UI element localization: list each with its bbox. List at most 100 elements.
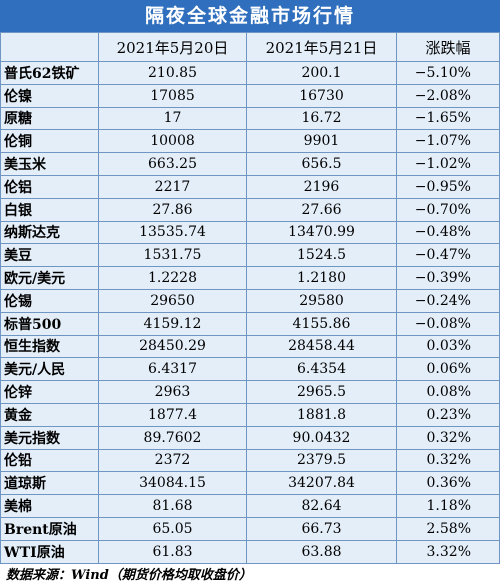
table-cell: 34207.84 <box>246 472 396 495</box>
table-cell: 伦镍 <box>4 88 32 105</box>
table-cell: −0.70% <box>396 198 499 221</box>
table-cell: 1.2180 <box>246 267 396 289</box>
table-cell: 1.18% <box>396 495 499 517</box>
table-cell: 0.06% <box>396 358 499 381</box>
data-row: Brent原油 65.05 66.73 2.58% <box>1 516 499 540</box>
column-header: 涨跌幅 <box>396 33 499 61</box>
table-cell: 656.5 <box>246 153 396 175</box>
table-cell: 道琼斯 <box>4 476 46 493</box>
table-cell: 原糖 <box>4 111 32 128</box>
table: 2021年5月20日 2021年5月21日 涨跌幅 普氏62铁矿 210.85 200.1… <box>0 32 500 564</box>
table-cell: 伦锌 <box>4 385 32 402</box>
table-cell: WTI原油 <box>4 544 65 561</box>
table-cell: −1.65% <box>396 107 499 130</box>
table-cell: 29580 <box>246 289 396 312</box>
table-cell: 6.4317 <box>98 358 246 381</box>
table-cell: 34084.15 <box>98 472 246 495</box>
column-header: 2021年5月20日 <box>98 33 246 61</box>
table-cell: 黄金 <box>4 407 32 424</box>
table-cell: 美元/人民 <box>4 362 66 379</box>
column-header <box>1 33 98 61</box>
table-cell: 1881.8 <box>246 403 396 426</box>
data-row: 伦铜 10008 9901 −1.07% <box>1 129 499 153</box>
table-cell: −0.95% <box>396 175 499 198</box>
table-cell: 27.86 <box>98 198 246 221</box>
data-row: 美豆 1531.75 1524.5 −0.47% <box>1 243 499 267</box>
table-cell: 66.73 <box>246 517 396 540</box>
table-cell: 恒生指数 <box>4 339 60 356</box>
table-cell: 0.32% <box>396 449 499 472</box>
table-cell: 27.66 <box>246 198 396 221</box>
table-cell: 伦铝 <box>4 179 32 196</box>
header-row: 2021年5月20日 2021年5月21日 涨跌幅 <box>1 33 499 61</box>
table-cell: 3.32% <box>396 540 499 563</box>
data-row: 伦铝 2217 2196 −0.95% <box>1 174 499 198</box>
table-cell: −0.24% <box>396 289 499 312</box>
table-cell: 200.1 <box>246 62 396 84</box>
table-cell: 16.72 <box>246 107 396 130</box>
data-row: 伦镍 17085 16730 −2.08% <box>1 83 499 107</box>
table-cell: 63.88 <box>246 540 396 563</box>
data-row: 欧元/美元 1.2228 1.2180 −0.39% <box>1 266 499 289</box>
table-cell: 2963 <box>98 381 246 403</box>
table-cell: 89.7602 <box>98 426 246 449</box>
table-cell: 美玉米 <box>4 157 46 174</box>
table-cell: −1.07% <box>396 130 499 153</box>
table-cell: 2965.5 <box>246 381 396 403</box>
table-cell: 2379.5 <box>246 449 396 472</box>
table-cell: 4159.12 <box>98 312 246 335</box>
data-row: 伦锡 29650 29580 −0.24% <box>1 288 499 312</box>
table-cell: −5.10% <box>396 62 499 84</box>
data-row: 白银 27.86 27.66 −0.70% <box>1 197 499 221</box>
table-cell: 17085 <box>98 84 246 107</box>
data-row: 美元指数 89.7602 90.0432 0.32% <box>1 425 499 449</box>
table-cell: 0.23% <box>396 403 499 426</box>
table-cell: 0.36% <box>396 472 499 495</box>
table-cell: 0.03% <box>396 335 499 358</box>
table-cell: 2372 <box>98 449 246 472</box>
table-cell: 13470.99 <box>246 221 396 244</box>
table-cell: 美元指数 <box>4 430 60 447</box>
table-cell: Brent原油 <box>4 521 77 538</box>
data-row: 美棉 81.68 82.64 1.18% <box>1 494 499 517</box>
data-row: 道琼斯 34084.15 34207.84 0.36% <box>1 471 499 495</box>
table-cell: 美豆 <box>4 248 32 265</box>
table-cell: 伦铅 <box>4 453 32 470</box>
data-row: 美玉米 663.25 656.5 −1.02% <box>1 152 499 175</box>
table-cell: 1.2228 <box>98 267 246 289</box>
data-row: 纳斯达克 13535.74 13470.99 −0.48% <box>1 220 499 244</box>
table-cell: 普氏62铁矿 <box>4 65 80 82</box>
data-row: WTI原油 61.83 63.88 3.32% <box>1 539 499 563</box>
table-cell: 2217 <box>98 175 246 198</box>
data-row: 原糖 17 16.72 −1.65% <box>1 106 499 130</box>
table-cell: 伦铜 <box>4 134 32 151</box>
title: 隔夜全球金融市场行情 <box>0 0 500 32</box>
table-cell: −2.08% <box>396 84 499 107</box>
table-cell: 663.25 <box>98 153 246 175</box>
table-cell: 标普500 <box>4 316 62 333</box>
data-row: 伦铅 2372 2379.5 0.32% <box>1 448 499 472</box>
source-note: 数据来源：Wind（期货价格均取收盘价） <box>6 568 252 583</box>
table-cell: 0.32% <box>396 426 499 449</box>
table-cell: 17 <box>98 107 246 130</box>
table-cell: 1524.5 <box>246 244 396 267</box>
table-cell: 9901 <box>246 130 396 153</box>
table-cell: 0.08% <box>396 381 499 403</box>
table-cell: 61.83 <box>98 540 246 563</box>
table-cell: 6.4354 <box>246 358 396 381</box>
table-cell: 13535.74 <box>98 221 246 244</box>
table-cell: 欧元/美元 <box>4 271 66 288</box>
data-row: 美元/人民 6.4317 6.4354 0.06% <box>1 357 499 381</box>
table-cell: 1877.4 <box>98 403 246 426</box>
table-cell: −0.48% <box>396 221 499 244</box>
table-cell: −0.08% <box>396 312 499 335</box>
data-row: 标普500 4159.12 4155.86 −0.08% <box>1 311 499 335</box>
data-row: 黄金 1877.4 1881.8 0.23% <box>1 402 499 426</box>
table-cell: 16730 <box>246 84 396 107</box>
table-cell: −1.02% <box>396 153 499 175</box>
data-row: 恒生指数 28450.29 28458.44 0.03% <box>1 334 499 358</box>
table-cell: 4155.86 <box>246 312 396 335</box>
table-cell: 纳斯达克 <box>4 225 60 242</box>
table-cell: 伦锡 <box>4 293 32 310</box>
